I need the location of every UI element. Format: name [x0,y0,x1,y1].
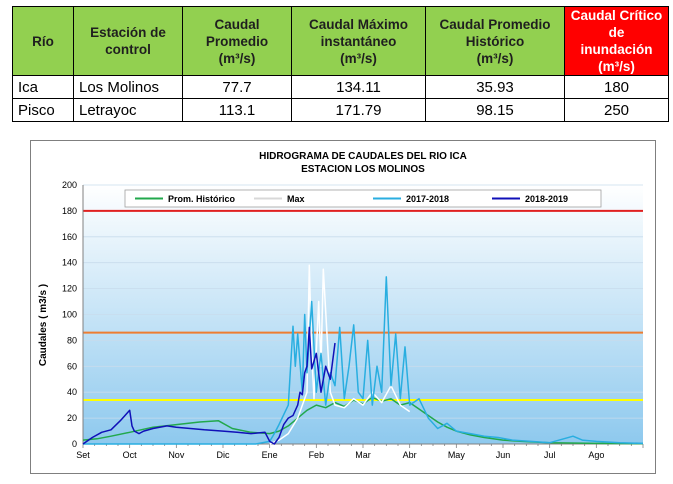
header-rio: Río [12,6,74,76]
header-label: instantáneo [320,33,397,49]
table-row: Ica Los Molinos 77.7 134.11 35.93 180 [12,75,669,99]
y-tick-label: 140 [62,258,77,268]
header-label: control [105,42,151,57]
x-tick-label: Jun [496,450,511,460]
x-tick-label: Jul [544,450,556,460]
x-tick-label: May [448,450,466,460]
header-caudal-critico: Caudal Crítico de inundación (m³/s) [564,6,669,76]
plot-area: 0 20 40 60 80 100 120 140 160 180 200 Set Oct Nov Dic E… [62,180,644,460]
header-unit: (m³/s) [476,50,514,66]
legend-label: 2018-2019 [525,194,568,204]
y-tick-label: 120 [62,284,77,294]
header-caudal-historico: Caudal Promedio Histórico (m³/s) [425,6,565,76]
x-tick-label: Nov [168,450,185,460]
x-tick-label: Feb [309,450,325,460]
chart-title: HIDROGRAMA DE CAUDALES DEL RIO ICA [259,151,467,162]
x-tick-label: Set [76,450,90,460]
header-label: Promedio [205,33,269,49]
header-label: Caudal [214,16,260,32]
header-estacion: Estación de control [73,6,183,76]
cell-historico: 35.93 [425,75,565,99]
table-row: Pisco Letrayoc 113.1 171.79 98.15 250 [12,98,669,122]
header-label: inundación [580,42,653,57]
table-header-row: Río Estación de control Caudal Promedio … [12,6,669,76]
chart-subtitle: ESTACION LOS MOLINOS [301,164,425,175]
header-label: Histórico [465,33,525,49]
y-tick-label: 200 [62,180,77,190]
header-label: Caudal Crítico de [570,8,663,40]
series-line [82,326,336,445]
header-caudal-maximo: Caudal Máximo instantáneo (m³/s) [291,6,426,76]
cell-historico: 98.15 [425,98,565,122]
cell-estacion: Letrayoc [73,98,183,122]
y-tick-label: 40 [67,387,77,397]
header-unit: (m³/s) [340,50,377,66]
cell-maximo: 134.11 [291,75,426,99]
flow-table: Río Estación de control Caudal Promedio … [12,6,669,122]
x-tick-label: Dic [217,450,230,460]
header-label: Caudal Promedio [439,16,551,32]
legend-label: 2017-2018 [406,194,449,204]
header-label: Caudal Máximo [308,16,409,32]
y-axis-label: Caudales ( m3/s ) [38,284,49,366]
cell-critico: 250 [564,98,669,122]
y-tick-label: 180 [62,206,77,216]
cell-promedio: 77.7 [182,75,292,99]
hydrograph-chart: HIDROGRAMA DE CAUDALES DEL RIO ICA ESTAC… [30,140,656,474]
x-tick-label: Ene [262,450,278,460]
legend-box [124,189,602,208]
y-tick-label: 0 [72,439,77,449]
cell-maximo: 171.79 [291,98,426,122]
legend-label: Max [287,194,305,204]
y-tick-label: 20 [67,413,77,423]
y-tick-label: 60 [67,361,77,371]
x-tick-label: Mar [355,450,371,460]
cell-critico: 180 [564,75,669,99]
header-label: Estación de [90,25,166,40]
cell-estacion: Los Molinos [73,75,183,99]
x-tick-label: Abr [403,450,417,460]
legend-label: Prom. Histórico [168,194,236,204]
header-unit: (m³/s) [218,50,256,66]
series-line [269,264,411,445]
header-unit: (m³/s) [598,59,635,74]
header-caudal-promedio: Caudal Promedio (m³/s) [182,6,292,76]
cell-rio: Ica [12,75,74,99]
y-tick-label: 80 [67,335,77,345]
y-tick-label: 100 [62,310,77,320]
cell-rio: Pisco [12,98,74,122]
header-label: Río [32,33,54,49]
y-tick-label: 160 [62,232,77,242]
hydrograph-svg: HIDROGRAMA DE CAUDALES DEL RIO ICA ESTAC… [38,151,644,460]
cell-promedio: 113.1 [182,98,292,122]
x-tick-label: Ago [588,450,604,460]
series-line [83,276,644,445]
x-tick-label: Oct [123,450,138,460]
